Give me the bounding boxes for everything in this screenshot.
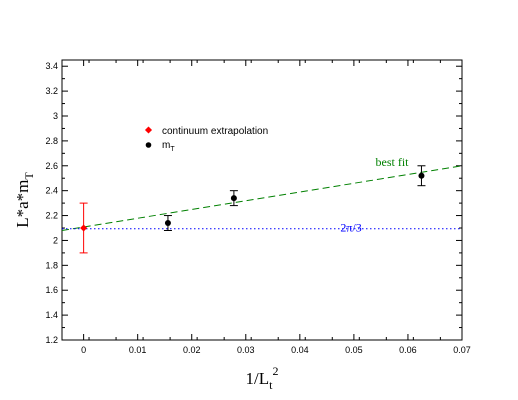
legend-label-mt: mT [162, 140, 175, 153]
data-point-circle [164, 220, 171, 227]
x-tick-label: 0.07 [453, 345, 471, 355]
x-ticks: 0 0.01 0.02 0.03 0.04 0.05 0.06 0.07 [61, 60, 471, 355]
legend-label-extrapolation: continuum extrapolation [162, 126, 268, 137]
y-tick-label: 2.2 [45, 211, 58, 221]
x-axis-title-sub: t [269, 378, 273, 392]
y-tick-label: 1.2 [45, 335, 58, 345]
x-tick-label: 0.02 [183, 345, 201, 355]
y-tick-label: 1.8 [45, 260, 58, 270]
y-axis-title-base: L*a*m [13, 180, 32, 228]
y-tick-label: 3.2 [45, 86, 58, 96]
plot-frame [61, 59, 463, 341]
x-tick-label: 0 [81, 345, 86, 355]
y-tick-label: 2.4 [45, 186, 58, 196]
legend-label-mt-sub: T [170, 146, 175, 153]
y-tick-label: 2.6 [45, 161, 58, 171]
y-tick-label: 1.6 [45, 285, 58, 295]
two-pi-over-three-label: 2π/3 [340, 221, 361, 235]
data-point-circle [230, 195, 237, 202]
x-tick-label: 0.01 [129, 345, 147, 355]
legend-marker-diamond [144, 126, 153, 134]
y-tick-label: 1.4 [45, 310, 58, 320]
y-axis-title: L*a*mT [13, 172, 36, 228]
legend-marker-circle [145, 142, 152, 148]
data-points [79, 165, 426, 254]
x-axis-title-base: 1/L [246, 369, 270, 388]
x-axis-title-sup: 2 [272, 364, 278, 378]
x-tick-label: 0.05 [345, 345, 363, 355]
data-point-circle [418, 172, 425, 179]
best-fit-line [61, 165, 463, 231]
x-tick-label: 0.03 [237, 345, 255, 355]
y-ticks: 1.2 1.4 1.6 1.8 2 2.2 2.4 2.6 2.8 3 3.2 3.4 [45, 61, 462, 345]
y-tick-label: 3 [53, 111, 58, 121]
y-axis-title-sub: T [22, 172, 36, 180]
best-fit-label: best fit [376, 155, 410, 169]
y-tick-label: 3.4 [45, 61, 58, 71]
data-point-diamond [80, 224, 88, 232]
y-tick-label: 2 [53, 235, 58, 245]
x-tick-label: 0.06 [399, 345, 417, 355]
x-tick-label: 0.04 [291, 345, 309, 355]
y-tick-label: 2.8 [45, 136, 58, 146]
legend: continuum extrapolation mT [144, 126, 268, 153]
legend-label-mt-base: m [162, 140, 170, 151]
line-labels: best fit 2π/3 [340, 155, 409, 235]
x-axis-title: 1/Lt2 [246, 364, 279, 392]
fit-lines [61, 165, 463, 231]
